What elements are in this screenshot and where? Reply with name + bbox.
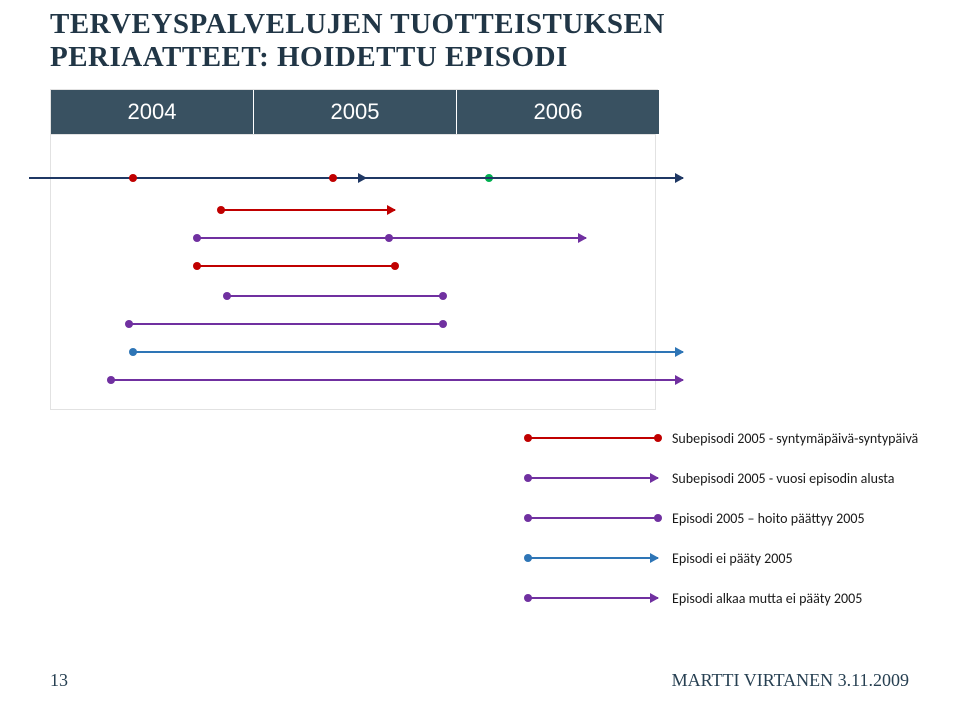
legend-dot <box>524 594 532 602</box>
legend-line <box>528 477 658 479</box>
timeline-dot <box>217 206 225 214</box>
timeline-row <box>129 323 443 325</box>
page-title: TERVEYSPALVELUJEN TUOTTEISTUKSEN PERIAAT… <box>50 8 909 75</box>
footer-author-date: MARTTI VIRTANEN 3.11.2009 <box>672 670 909 691</box>
timeline-arrow <box>578 233 587 243</box>
timeline-arrow <box>675 347 684 357</box>
timeline-dot <box>129 174 137 182</box>
legend-row: Episodi ei pääty 2005 <box>528 538 918 578</box>
timeline-bar <box>29 177 366 179</box>
legend-dot <box>524 554 532 562</box>
legend-row: Subepisodi 2005 - syntymäpäivä-syntypäiv… <box>528 418 918 458</box>
legend-line <box>528 437 658 439</box>
timeline-dot <box>439 320 447 328</box>
timeline-dot <box>329 174 337 182</box>
legend-dot <box>654 514 662 522</box>
timeline-arrow <box>675 173 684 183</box>
timeline-bar <box>197 265 395 267</box>
legend-line <box>528 597 658 599</box>
year-header-row: 2004 2005 2006 <box>50 89 658 134</box>
legend-arrow <box>650 553 659 563</box>
timeline-bar <box>129 323 443 325</box>
timeline-bar <box>197 237 389 239</box>
legend-line <box>528 557 658 559</box>
timeline-bar <box>389 237 586 239</box>
timeline-figure: 2004 2005 2006 <box>50 89 909 410</box>
year-cell: 2005 <box>254 90 457 134</box>
slide-page: TERVEYSPALVELUJEN TUOTTEISTUKSEN PERIAAT… <box>0 0 959 709</box>
legend-line <box>528 517 658 519</box>
legend-label: Episodi ei pääty 2005 <box>672 550 793 567</box>
timeline-bar <box>227 295 443 297</box>
timeline-bar <box>221 209 395 211</box>
timeline-arrow <box>387 205 396 215</box>
timeline-dot <box>439 292 447 300</box>
timeline-row <box>197 237 389 239</box>
timeline-bar <box>366 177 683 179</box>
legend-arrow <box>650 593 659 603</box>
legend-label: Subepisodi 2005 - syntymäpäivä-syntypäiv… <box>672 430 918 447</box>
legend-dot <box>524 514 532 522</box>
page-number: 13 <box>50 670 68 691</box>
legend-row: Episodi alkaa mutta ei pääty 2005 <box>528 578 918 618</box>
legend-dot <box>524 434 532 442</box>
timeline-row <box>366 177 683 179</box>
timeline-dot <box>193 234 201 242</box>
timeline-row <box>389 237 586 239</box>
legend-label: Subepisodi 2005 - vuosi episodin alusta <box>672 470 894 487</box>
legend: Subepisodi 2005 - syntymäpäivä-syntypäiv… <box>528 418 918 618</box>
timeline-dot <box>391 262 399 270</box>
timeline-arrow <box>675 375 684 385</box>
footer: 13 MARTTI VIRTANEN 3.11.2009 <box>50 670 909 691</box>
timeline-dot <box>223 292 231 300</box>
legend-label: Episodi alkaa mutta ei pääty 2005 <box>672 590 862 607</box>
legend-row: Episodi 2005 – hoito päättyy 2005 <box>528 498 918 538</box>
timeline-dot <box>107 376 115 384</box>
timeline-row <box>221 209 395 211</box>
timeline-dot <box>125 320 133 328</box>
timeline-row <box>111 379 683 381</box>
timeline-row <box>227 295 443 297</box>
legend-arrow <box>650 473 659 483</box>
legend-dot <box>654 434 662 442</box>
year-cell: 2004 <box>51 90 254 134</box>
legend-dot <box>524 474 532 482</box>
timeline-bar <box>111 379 683 381</box>
timeline-dot <box>129 348 137 356</box>
timeline-row <box>197 265 395 267</box>
year-cell: 2006 <box>457 90 659 134</box>
timeline-bar <box>133 351 683 353</box>
legend-label: Episodi 2005 – hoito päättyy 2005 <box>672 510 865 527</box>
legend-row: Subepisodi 2005 - vuosi episodin alusta <box>528 458 918 498</box>
timeline-chart <box>50 134 656 410</box>
timeline-dot <box>193 262 201 270</box>
timeline-row <box>29 177 366 179</box>
timeline-row <box>133 351 683 353</box>
